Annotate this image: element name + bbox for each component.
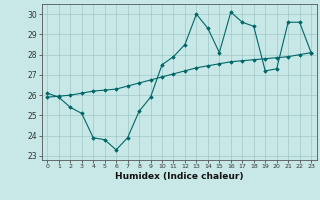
X-axis label: Humidex (Indice chaleur): Humidex (Indice chaleur) [115,172,244,181]
